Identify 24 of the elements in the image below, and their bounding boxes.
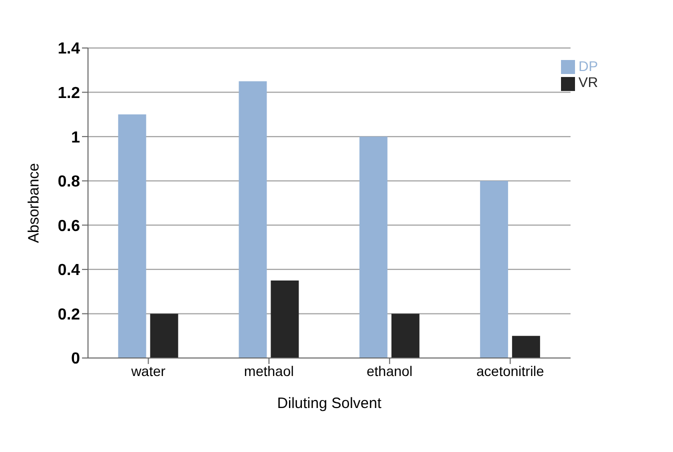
x-tick-label: acetonitrile bbox=[476, 362, 544, 379]
x-tick-label: water bbox=[130, 362, 166, 379]
y-axis-title: Absorbance bbox=[25, 162, 42, 244]
x-tick-label: methaol bbox=[244, 362, 294, 379]
bar bbox=[238, 81, 267, 358]
x-axis-title: Diluting Solvent bbox=[277, 395, 382, 412]
x-tick-label: ethanol bbox=[366, 362, 413, 379]
legend-label: DP bbox=[578, 58, 598, 74]
y-tick-label: 1.2 bbox=[58, 84, 80, 102]
bar bbox=[480, 180, 508, 358]
bar bbox=[391, 314, 420, 358]
bar bbox=[512, 336, 540, 358]
bar bbox=[150, 314, 178, 358]
bar bbox=[359, 136, 388, 358]
y-tick-label: 1.4 bbox=[58, 40, 80, 58]
y-tick-label: 0.8 bbox=[58, 174, 80, 191]
bar bbox=[270, 280, 299, 358]
y-tick-label: 0.2 bbox=[58, 306, 80, 324]
y-tick-label: 0.6 bbox=[58, 218, 80, 235]
y-tick-label: 0.4 bbox=[58, 262, 80, 280]
bar bbox=[118, 114, 146, 358]
legend-label: VR bbox=[578, 74, 598, 90]
y-tick-label: 1 bbox=[71, 129, 80, 146]
y-tick-label: 0 bbox=[71, 350, 80, 368]
